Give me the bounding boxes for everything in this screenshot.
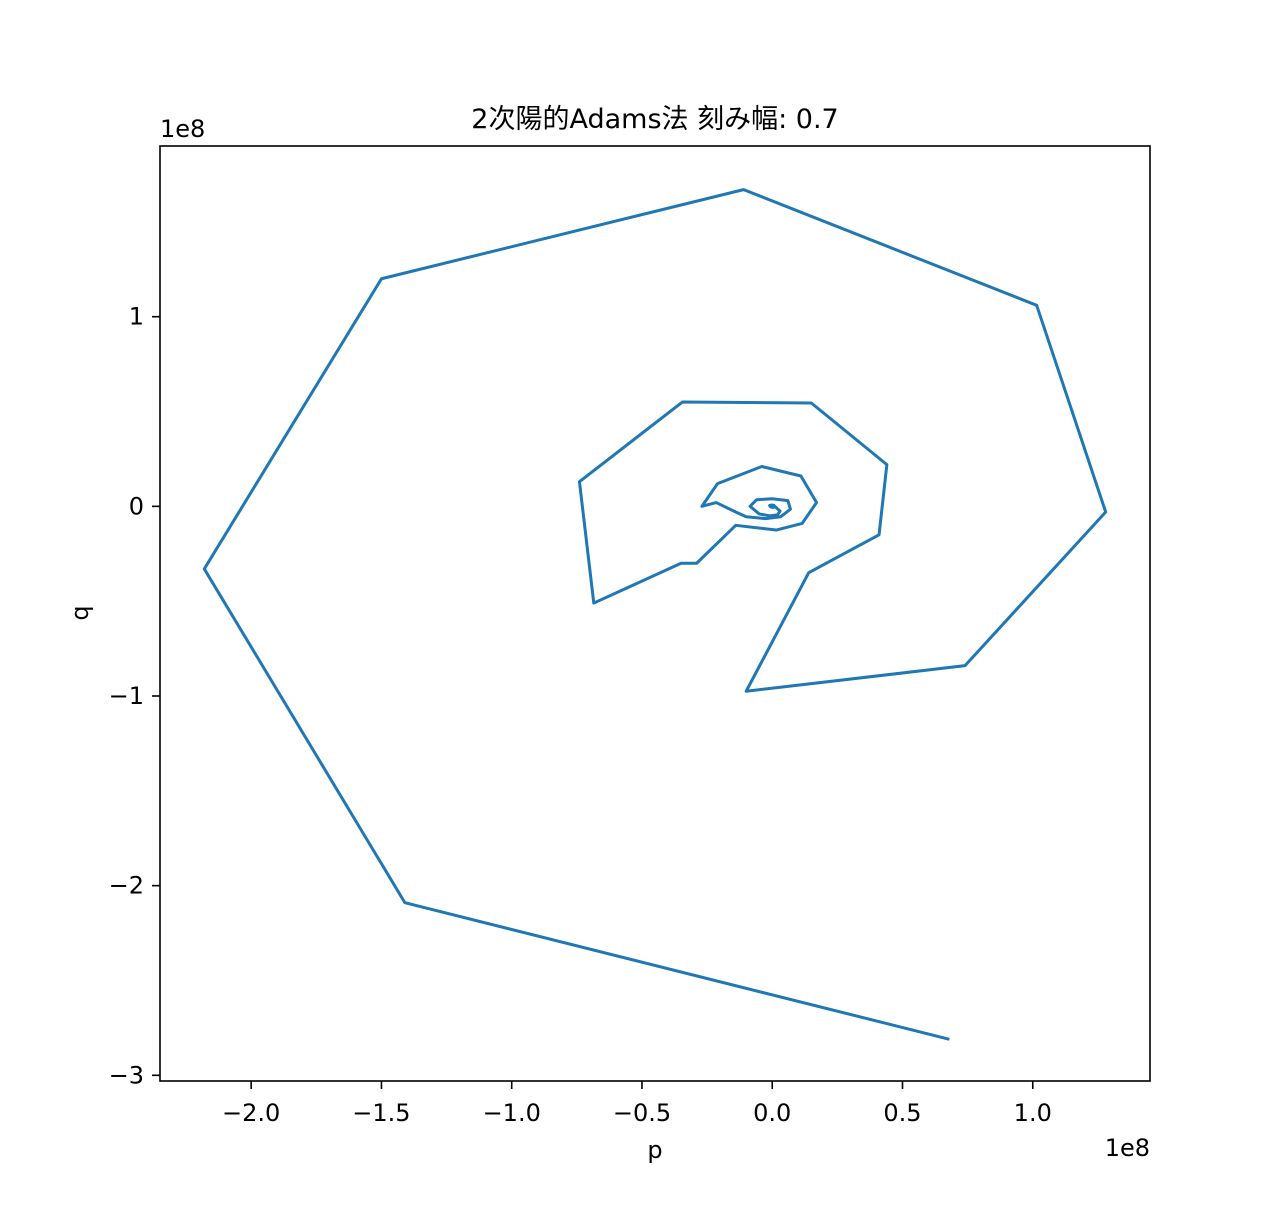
y-tick-label: 1 [129,303,144,331]
plot-frame [159,145,1151,1082]
series-line [202,188,1108,1041]
x-tick-label: 0.5 [883,1099,921,1127]
x-offset-label: 1e8 [1105,1134,1150,1162]
y-axis-label: q [66,605,94,620]
chart-title: 2次陽的Adams法 刻み幅: 0.7 [471,104,838,135]
series-layer [202,188,1108,1041]
x-axis-label: p [647,1136,662,1164]
y-offset-label: 1e8 [160,115,205,143]
x-axis-ticks: −2.0 −1.5 −1.0 −0.5 0.0 0.5 1.0 [222,1081,1052,1127]
x-tick-label: −1.0 [483,1099,541,1127]
x-tick-label: −1.5 [352,1099,410,1127]
y-tick-label: −1 [109,682,144,710]
y-tick-label: −3 [109,1061,144,1089]
x-tick-label: −2.0 [222,1099,280,1127]
y-tick-label: −2 [109,872,144,900]
x-tick-label: 1.0 [1014,1099,1052,1127]
x-tick-label: −0.5 [613,1099,671,1127]
x-tick-label: 0.0 [753,1099,791,1127]
y-axis-ticks: −3 −2 −1 0 1 [109,303,160,1089]
y-tick-label: 0 [129,492,144,520]
